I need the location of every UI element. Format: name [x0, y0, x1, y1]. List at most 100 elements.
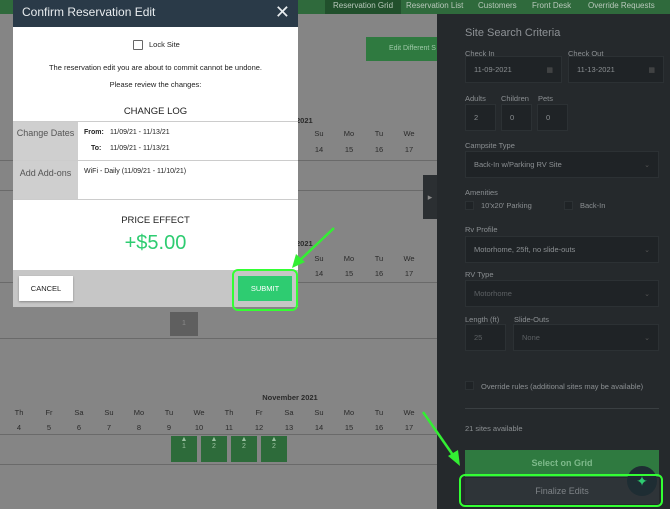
check-out-value: 11-13-2021	[577, 65, 615, 74]
pets-input[interactable]: 0	[537, 104, 568, 131]
finalize-edits-button[interactable]: Finalize Edits	[465, 478, 659, 504]
close-icon[interactable]: ✕	[274, 2, 290, 22]
day-number: 14	[314, 269, 324, 278]
booking-count: 2	[212, 443, 216, 450]
cancel-button[interactable]: CANCEL	[19, 276, 73, 301]
arrow-up-icon[interactable]: ▲	[180, 436, 188, 443]
day-name: Tu	[374, 408, 384, 417]
day-name: We	[403, 408, 415, 417]
tab-reservation-grid[interactable]: Reservation Grid	[325, 0, 402, 14]
booking-count: 1	[182, 443, 186, 450]
calendar-icon[interactable]: ▦	[546, 66, 553, 74]
length-input[interactable]: 25	[465, 324, 506, 351]
rv-profile-select[interactable]: Motorhome, 25ft, no slide-outs ⌄	[465, 236, 659, 263]
chevron-down-icon: ⌄	[644, 290, 650, 298]
check-in-input[interactable]: 11-09-2021 ▦	[465, 56, 562, 83]
day-name: Su	[104, 408, 114, 417]
tab-reservation-list[interactable]: Reservation List	[406, 1, 464, 10]
day-name: Tu	[164, 408, 174, 417]
tab-override-requests[interactable]: Override Requests	[588, 1, 655, 10]
booking-cell[interactable]: ▲ 2	[201, 436, 227, 462]
day-number: 5	[46, 423, 52, 432]
edit-different-site-button[interactable]: Edit Different S	[366, 37, 446, 61]
day-number: 16	[374, 269, 384, 278]
sites-available-count: 21 sites available	[465, 424, 523, 433]
chevron-down-icon: ⌄	[644, 334, 650, 342]
day-number: 17	[404, 269, 414, 278]
day-number: 7	[106, 423, 112, 432]
day-name: We	[403, 129, 415, 138]
day-name: Su	[314, 408, 324, 417]
site-cell[interactable]: 1	[170, 312, 198, 336]
from-label: From:	[84, 129, 104, 136]
month-label: November 2021	[262, 393, 318, 402]
amenity-label: 10'x20' Parking	[481, 201, 532, 210]
day-name: Sa	[284, 408, 294, 417]
rv-type-select[interactable]: Motorhome ⌄	[465, 280, 659, 307]
slideouts-select[interactable]: None ⌄	[513, 324, 659, 351]
day-name: Su	[314, 129, 324, 138]
check-out-input[interactable]: 11-13-2021 ▦	[568, 56, 664, 83]
calendar-icon[interactable]: ▦	[648, 66, 655, 74]
chevron-down-icon: ⌄	[644, 161, 650, 169]
select-on-grid-button[interactable]: Select on Grid	[465, 450, 659, 477]
campsite-type-select[interactable]: Back-In w/Parking RV Site ⌄	[465, 151, 659, 178]
day-number: 15	[344, 145, 354, 154]
arrow-up-icon[interactable]: ▲	[210, 436, 218, 443]
price-effect-title: PRICE EFFECT	[121, 215, 190, 226]
submit-button[interactable]: SUBMIT	[238, 276, 292, 301]
rv-profile-label: Rv Profile	[465, 225, 498, 234]
day-name: Mo	[343, 408, 355, 417]
campsite-type-label: Campsite Type	[465, 141, 515, 150]
rv-type-label: RV Type	[465, 270, 494, 279]
tab-front-desk[interactable]: Front Desk	[532, 1, 572, 10]
confirm-reservation-modal: Confirm Reservation Edit ✕ Lock Site The…	[13, 0, 298, 307]
amenity-label: Back-In	[580, 201, 606, 210]
rv-type-value: Motorhome	[474, 289, 512, 298]
highlight-ring	[232, 269, 298, 311]
day-number: 15	[344, 423, 354, 432]
review-text: Please review the changes:	[109, 80, 202, 89]
chat-icon[interactable]: ✦	[627, 466, 657, 496]
day-name: Th	[14, 408, 24, 417]
addons-label: Add Add-ons	[19, 168, 72, 178]
day-number: 11	[225, 423, 233, 432]
pets-label: Pets	[538, 94, 554, 103]
day-name: Th	[224, 408, 234, 417]
arrow-up-icon[interactable]: ▲	[270, 436, 278, 443]
length-label: Length (ft)	[465, 315, 500, 324]
collapse-panel-handle[interactable]: ▸	[423, 175, 437, 219]
children-input[interactable]: 0	[501, 104, 532, 131]
override-rules-checkbox[interactable]	[465, 381, 474, 390]
check-out-label: Check Out	[568, 49, 604, 58]
day-name: Tu	[374, 129, 384, 138]
booking-cell[interactable]: ▲ 2	[261, 436, 287, 462]
year-label: 2021	[296, 116, 313, 125]
day-number: 12	[254, 423, 264, 432]
children-label: Children	[501, 94, 529, 103]
booking-cell[interactable]: ▲ 2	[231, 436, 257, 462]
booking-count: 2	[242, 443, 246, 450]
amenity-parking-checkbox[interactable]	[465, 201, 474, 210]
day-name: Su	[314, 254, 324, 263]
day-name: Mo	[343, 129, 355, 138]
day-number: 14	[314, 145, 324, 154]
tab-customers[interactable]: Customers	[478, 1, 517, 10]
arrow-up-icon[interactable]: ▲	[240, 436, 248, 443]
booking-cell[interactable]: ▲ 1	[171, 436, 197, 462]
day-name: We	[403, 254, 415, 263]
lock-site-label: Lock Site	[149, 40, 180, 49]
day-number: 4	[16, 423, 22, 432]
divider	[465, 408, 659, 409]
adults-input[interactable]: 2	[465, 104, 496, 131]
day-number: 17	[404, 423, 414, 432]
lock-site-checkbox[interactable]	[133, 40, 143, 50]
day-number: 15	[344, 269, 354, 278]
slideouts-value: None	[522, 333, 540, 342]
day-number: 10	[194, 423, 204, 432]
day-number: 9	[166, 423, 172, 432]
rv-profile-value: Motorhome, 25ft, no slide-outs	[474, 245, 576, 254]
amenity-back-in-checkbox[interactable]	[564, 201, 573, 210]
day-name: Tu	[374, 254, 384, 263]
